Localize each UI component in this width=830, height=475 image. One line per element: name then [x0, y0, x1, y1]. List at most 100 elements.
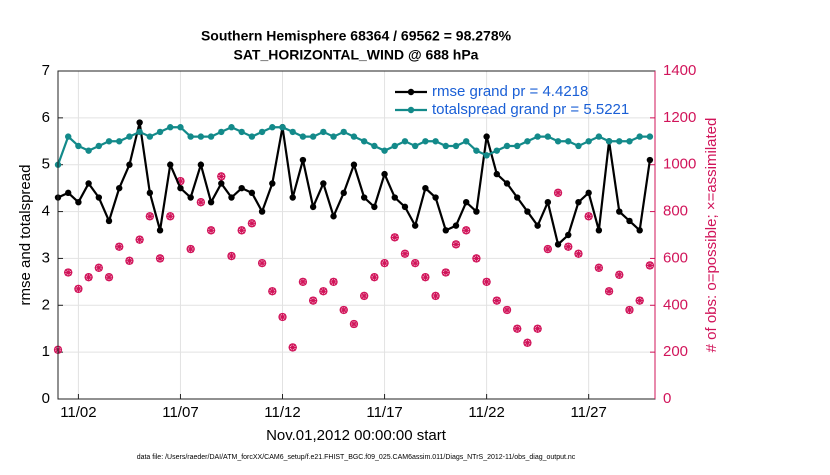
obs-assimilated — [145, 212, 154, 221]
data-point — [126, 133, 133, 140]
y2-tick-label: 600 — [663, 249, 688, 266]
y2-tick-label: 200 — [663, 343, 688, 360]
legend-label: totalspread grand pr = 5.5221 — [432, 101, 629, 118]
footer: data file: /Users/raeder/DAI/ATM_forcXX/… — [137, 454, 576, 461]
data-point — [167, 124, 174, 131]
obs-assimilated — [605, 287, 614, 296]
obs-assimilated — [186, 245, 195, 254]
legend-marker — [407, 106, 415, 114]
data-point — [493, 147, 501, 154]
data-point — [411, 142, 419, 150]
data-point — [595, 227, 603, 234]
data-point — [187, 194, 194, 201]
obs-assimilated — [431, 291, 440, 300]
data-point — [136, 128, 143, 136]
obs-point — [125, 256, 134, 265]
legend-label: rmse grand pr = 4.4218 — [432, 83, 588, 100]
obs-assimilated — [584, 212, 593, 221]
y2-tick-label: 0 — [663, 390, 671, 407]
obs-assimilated — [625, 305, 634, 314]
data-point — [248, 133, 256, 140]
data-point — [279, 124, 286, 131]
obs-point — [451, 240, 461, 249]
obs-assimilated — [594, 263, 603, 272]
obs-point — [308, 296, 318, 305]
obs-assimilated — [64, 268, 73, 277]
obs-point — [319, 287, 328, 296]
y-tick-label: 0 — [42, 390, 50, 407]
data-point — [463, 138, 470, 145]
obs-assimilated — [329, 277, 338, 286]
data-point — [238, 128, 245, 136]
data-point — [575, 199, 582, 206]
data-point — [452, 222, 460, 229]
obs-assimilated — [554, 188, 563, 197]
legend-marker — [407, 88, 415, 96]
obs-assimilated — [258, 259, 267, 268]
obs-assimilated — [645, 261, 654, 270]
obs-point — [380, 258, 389, 268]
data-point — [371, 203, 378, 211]
obs-assimilated — [441, 268, 450, 277]
y2-tick-label: 1400 — [663, 62, 696, 79]
obs-assimilated — [421, 273, 430, 282]
y2-axis-label: # of obs: o=possible; ×=assimilated — [703, 118, 720, 353]
data-point — [146, 189, 154, 197]
obs-assimilated — [472, 254, 481, 263]
obs-point — [411, 258, 420, 268]
y-tick-label: 2 — [42, 296, 50, 313]
data-point — [646, 156, 654, 164]
obs-point — [257, 258, 267, 268]
data-point — [544, 133, 552, 140]
data-point — [422, 138, 429, 145]
data-point — [452, 142, 460, 150]
obs-assimilated — [370, 273, 379, 282]
data-point — [116, 138, 123, 145]
obs-point — [421, 273, 430, 282]
obs-point — [247, 219, 257, 228]
obs-point — [278, 312, 287, 322]
obs-assimilated — [400, 249, 409, 258]
obs-assimilated — [390, 233, 399, 242]
obs-point — [217, 172, 226, 181]
data-point — [85, 180, 92, 187]
data-point — [105, 138, 113, 145]
obs-assimilated — [227, 252, 236, 261]
obs-assimilated — [288, 343, 297, 352]
data-point — [626, 217, 633, 225]
data-point — [228, 194, 235, 201]
obs-assimilated — [319, 287, 328, 296]
data-point — [493, 170, 501, 178]
obs-point — [441, 268, 450, 277]
y-tick-label: 3 — [42, 249, 50, 266]
obs-point — [186, 244, 195, 254]
y-tick-label: 5 — [42, 156, 50, 173]
data-point — [258, 128, 266, 136]
obs-point — [635, 296, 644, 305]
data-point — [75, 142, 82, 150]
data-point — [299, 133, 307, 140]
data-point — [636, 227, 643, 234]
data-point — [207, 199, 215, 206]
data-point — [391, 194, 398, 201]
data-point — [330, 133, 337, 140]
obs-assimilated — [247, 219, 256, 228]
obs-point — [615, 270, 624, 279]
obs-assimilated — [278, 313, 287, 321]
data-point — [340, 189, 347, 197]
obs-point — [206, 226, 216, 235]
data-point — [483, 133, 490, 140]
data-point — [554, 138, 562, 145]
obs-point — [594, 263, 604, 272]
data-point — [269, 180, 276, 187]
obs-assimilated — [94, 263, 103, 272]
data-point — [350, 161, 358, 168]
obs-assimilated — [176, 177, 185, 186]
obs-point — [645, 261, 655, 270]
data-point — [177, 184, 184, 192]
data-point — [646, 133, 654, 140]
obs-assimilated — [564, 242, 573, 251]
obs-assimilated — [543, 245, 552, 254]
obs-point — [564, 242, 573, 251]
x-tick-label: 11/02 — [60, 404, 96, 421]
